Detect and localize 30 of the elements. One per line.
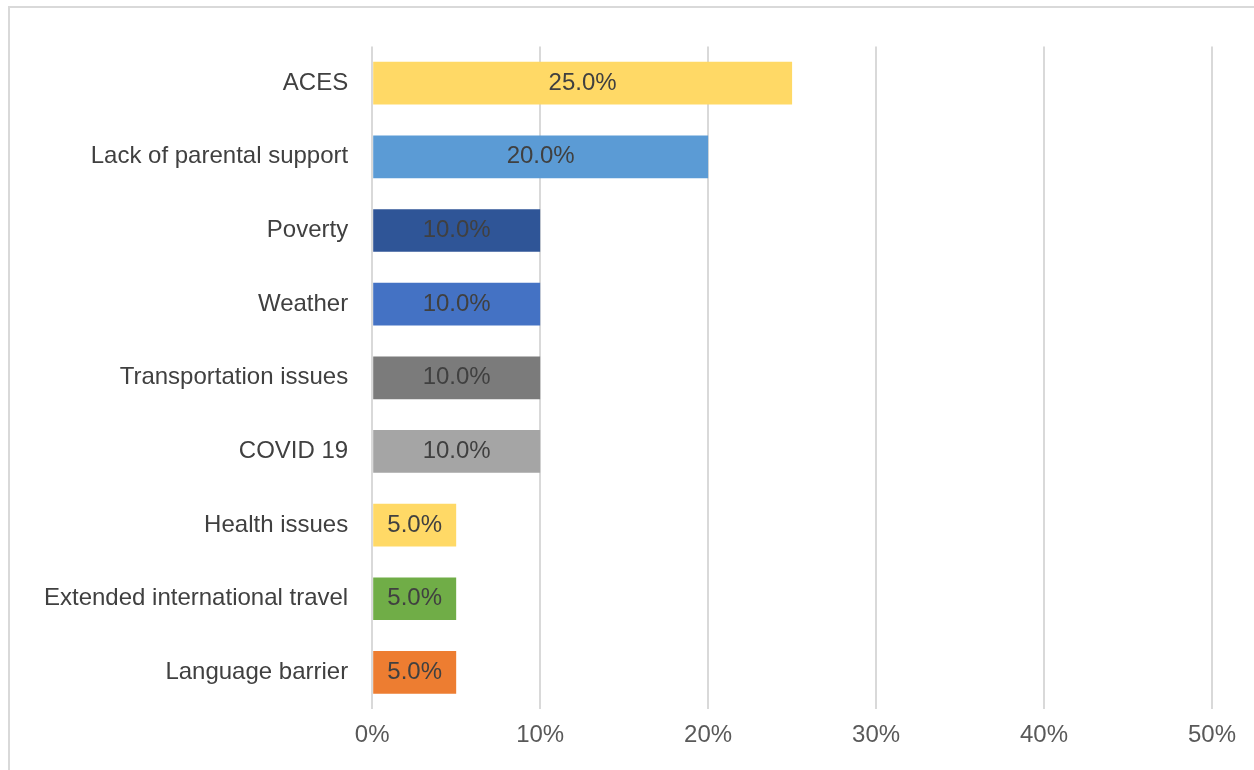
data-label: 20.0% xyxy=(506,141,575,169)
y-tick-label: Extended international travel xyxy=(43,583,349,611)
bar xyxy=(373,61,793,105)
y-tick-label: Transportation issues xyxy=(119,362,349,390)
y-tick-label: COVID 19 xyxy=(238,436,349,464)
data-label: 5.0% xyxy=(387,657,443,684)
data-label: 10.0% xyxy=(422,215,491,243)
y-tick-label: Health issues xyxy=(204,509,349,537)
x-tick-label: 50% xyxy=(1187,720,1237,748)
data-label: 25.0% xyxy=(548,67,617,95)
bar xyxy=(373,209,541,252)
data-label: 10.0% xyxy=(422,362,491,390)
y-tick-label: Poverty xyxy=(266,215,349,243)
data-label: 10.0% xyxy=(422,436,491,464)
x-tick-label: 40% xyxy=(1020,720,1069,748)
x-tick-label: 10% xyxy=(516,720,565,748)
bar xyxy=(373,135,709,179)
x-tick-label: 20% xyxy=(684,720,733,748)
x-tick-label: 0% xyxy=(354,720,390,748)
data-label: 5.0% xyxy=(387,583,443,611)
y-tick-label: Weather xyxy=(257,288,349,316)
data-label: 5.0% xyxy=(387,509,443,537)
data-label: 10.0% xyxy=(422,288,491,316)
x-tick-label: 30% xyxy=(852,720,901,748)
bar xyxy=(373,430,541,473)
y-tick-label: ACES xyxy=(282,67,349,95)
bar xyxy=(373,356,541,400)
bar xyxy=(373,282,541,326)
y-tick-label: Lack of parental support xyxy=(90,141,349,169)
y-tick-label: Language barrier xyxy=(165,657,349,684)
